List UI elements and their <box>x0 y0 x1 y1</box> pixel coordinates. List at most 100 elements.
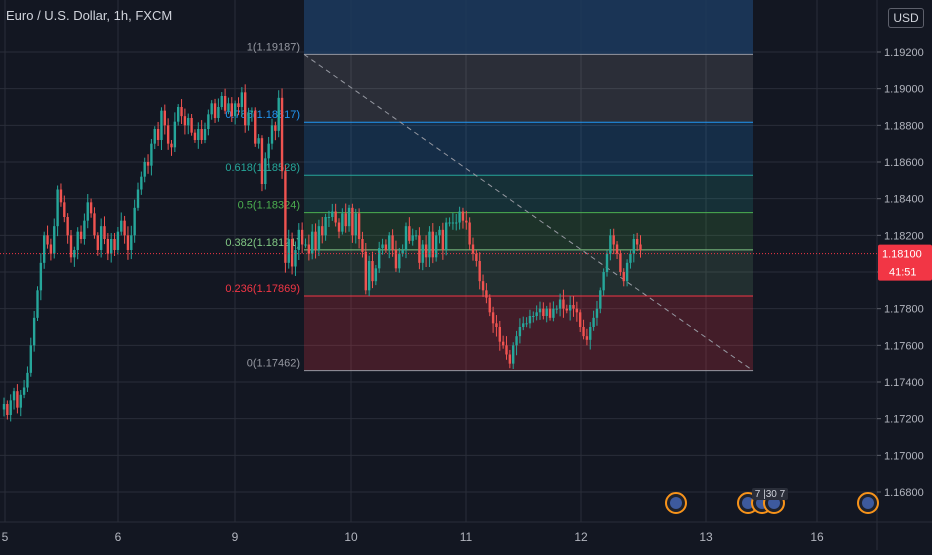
candle-body[interactable] <box>163 110 166 126</box>
candle-body[interactable] <box>491 312 495 324</box>
candle-body[interactable] <box>113 239 116 250</box>
candle-body[interactable] <box>542 308 545 316</box>
candle-body[interactable] <box>43 235 46 263</box>
candle-body[interactable] <box>311 231 314 254</box>
candle-body[interactable] <box>96 235 99 250</box>
candle-body[interactable] <box>445 222 448 251</box>
candle-body[interactable] <box>635 239 639 245</box>
candle-body[interactable] <box>19 394 22 408</box>
candle-body[interactable] <box>6 404 9 415</box>
candle-body[interactable] <box>22 387 26 395</box>
candle-body[interactable] <box>629 253 632 263</box>
candle-body[interactable] <box>32 317 36 346</box>
candle-body[interactable] <box>592 317 595 327</box>
candle-body[interactable] <box>126 235 130 250</box>
candle-body[interactable] <box>615 244 619 254</box>
candle-body[interactable] <box>103 226 106 239</box>
candle-body[interactable] <box>233 103 237 117</box>
candle-body[interactable] <box>29 345 32 373</box>
candle-body[interactable] <box>2 404 6 410</box>
candle-body[interactable] <box>468 222 471 245</box>
candle-body[interactable] <box>394 250 398 269</box>
candle-body[interactable] <box>86 202 89 221</box>
candle-body[interactable] <box>398 253 401 269</box>
candle-body[interactable] <box>230 103 233 117</box>
candle-body[interactable] <box>277 97 280 131</box>
candle-body[interactable] <box>424 244 428 258</box>
candle-body[interactable] <box>508 354 512 364</box>
candle-body[interactable] <box>515 336 518 346</box>
candle-body[interactable] <box>123 220 126 236</box>
candle-body[interactable] <box>337 222 341 232</box>
candle-body[interactable] <box>485 290 488 298</box>
candle-body[interactable] <box>391 235 394 250</box>
candle-body[interactable] <box>213 103 217 118</box>
candle-body[interactable] <box>351 207 354 236</box>
candle-body[interactable] <box>384 244 388 251</box>
candle-body[interactable] <box>297 229 300 250</box>
candle-body[interactable] <box>130 235 133 250</box>
candle-body[interactable] <box>200 129 203 140</box>
candle-body[interactable] <box>257 138 260 144</box>
candle-body[interactable] <box>180 107 183 117</box>
candle-body[interactable] <box>512 345 515 364</box>
candle-body[interactable] <box>177 107 180 122</box>
candle-body[interactable] <box>545 308 548 316</box>
candle-body[interactable] <box>203 129 207 140</box>
candle-body[interactable] <box>300 229 304 245</box>
candle-body[interactable] <box>12 391 16 401</box>
candle-body[interactable] <box>639 244 642 251</box>
candle-body[interactable] <box>632 239 635 254</box>
candle-body[interactable] <box>270 125 274 144</box>
candle-body[interactable] <box>307 244 311 254</box>
candle-body[interactable] <box>622 272 625 282</box>
candle-body[interactable] <box>361 239 364 252</box>
fib-retracement[interactable]: 1(1.19187)0.786(1.18817)0.618(1.18528)0.… <box>225 41 754 372</box>
candle-body[interactable] <box>602 272 605 291</box>
candle-body[interactable] <box>106 239 110 254</box>
candle-body[interactable] <box>89 202 93 214</box>
candle-body[interactable] <box>264 158 267 184</box>
candle-body[interactable] <box>535 312 538 316</box>
candle-body[interactable] <box>56 189 59 227</box>
candle-body[interactable] <box>421 244 424 263</box>
candle-body[interactable] <box>280 97 284 172</box>
candle-body[interactable] <box>344 213 347 227</box>
candle-body[interactable] <box>197 129 200 140</box>
candle-body[interactable] <box>461 211 465 221</box>
candle-body[interactable] <box>36 290 39 318</box>
candle-body[interactable] <box>334 211 337 223</box>
candle-body[interactable] <box>284 171 287 263</box>
candle-body[interactable] <box>304 244 307 246</box>
candle-body[interactable] <box>63 202 66 217</box>
candle-body[interactable] <box>120 220 123 232</box>
candle-body[interactable] <box>408 226 411 241</box>
candle-body[interactable] <box>220 96 223 107</box>
candle-body[interactable] <box>558 299 562 309</box>
candle-body[interactable] <box>478 261 481 282</box>
candle-body[interactable] <box>609 235 612 254</box>
candle-body[interactable] <box>170 143 173 148</box>
candle-body[interactable] <box>183 116 187 126</box>
candle-body[interactable] <box>210 103 213 115</box>
candle-body[interactable] <box>156 129 160 140</box>
candle-body[interactable] <box>582 327 585 337</box>
candle-body[interactable] <box>59 189 63 203</box>
candle-body[interactable] <box>538 308 542 313</box>
candle-body[interactable] <box>605 253 609 272</box>
candle-body[interactable] <box>414 235 418 237</box>
candle-body[interactable] <box>227 103 230 111</box>
candle-body[interactable] <box>294 250 297 267</box>
candle-body[interactable] <box>66 217 69 236</box>
candle-body[interactable] <box>327 217 331 218</box>
current-price-tag[interactable] <box>878 244 932 281</box>
candle-body[interactable] <box>324 217 327 236</box>
candle-body[interactable] <box>254 110 257 144</box>
candle-body[interactable] <box>136 189 140 208</box>
candle-body[interactable] <box>166 125 170 144</box>
candle-body[interactable] <box>448 222 451 224</box>
candle-body[interactable] <box>572 305 575 309</box>
candle-body[interactable] <box>49 244 53 254</box>
candle-body[interactable] <box>552 308 555 318</box>
